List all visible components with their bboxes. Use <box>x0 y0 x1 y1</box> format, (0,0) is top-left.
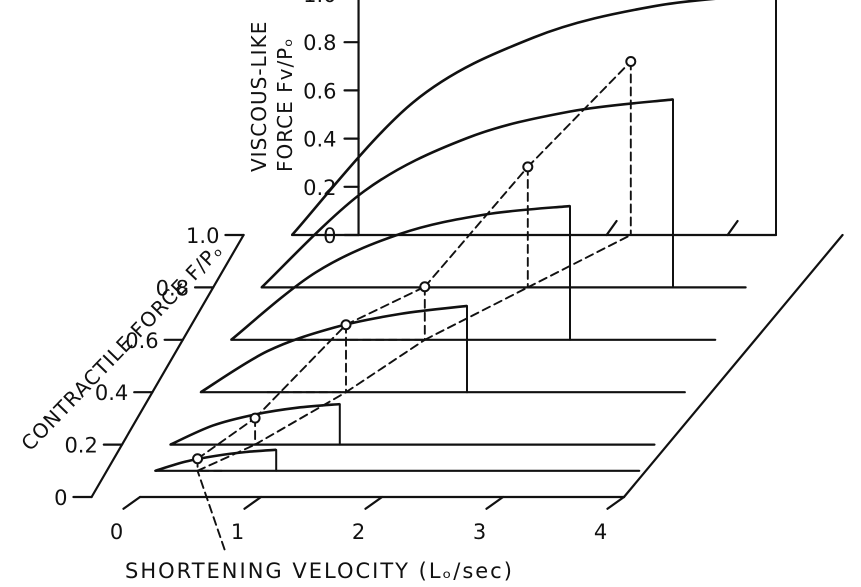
operating-point <box>192 453 204 465</box>
op-connector <box>196 417 257 460</box>
op-connector <box>345 285 426 326</box>
fv-curve <box>230 204 571 341</box>
z-axis-title-line1: VISCOUS-LIKE <box>247 21 271 172</box>
x-tick <box>485 495 505 510</box>
x-tick-label: 4 <box>594 520 607 544</box>
y-tick-label: 0.8 <box>156 276 189 300</box>
x-axis-title: SHORTENING VELOCITY (Lₒ/sec) <box>125 559 514 583</box>
op-base-extension <box>196 469 226 551</box>
x-tick <box>122 495 142 510</box>
y-axis-title: CONTRACTILE FORCE F/Pₒ <box>16 238 227 456</box>
viscous-force-axis: 0 0.2 0.4 0.6 0.8 1.0 <box>303 0 739 248</box>
x-tick-label: 2 <box>352 520 365 544</box>
force-velocity-curves <box>154 0 777 473</box>
shortening-velocity-axis: 0 1 2 3 4 <box>110 495 626 544</box>
x-tick <box>364 495 384 510</box>
z-tick-label: 1.0 <box>303 0 336 7</box>
x-tick <box>243 495 263 510</box>
base-plane <box>138 233 844 499</box>
fv-curve <box>200 304 468 394</box>
contractile-force-axis: 0 0.2 0.4 0.6 0.8 1.0 <box>54 224 245 510</box>
op-base-connector <box>345 338 426 394</box>
x-tick <box>606 495 626 510</box>
back-edge-tick <box>726 219 739 237</box>
back-edge-tick <box>605 219 618 237</box>
op-connector <box>526 60 632 168</box>
op-base-connector <box>254 391 347 446</box>
op-connector <box>423 165 529 288</box>
fv-curve <box>154 448 277 473</box>
operating-point-guides <box>196 60 632 551</box>
y-tick-label: 0.4 <box>95 381 128 405</box>
z-tick-label: 0.6 <box>303 79 336 103</box>
y-axis-line <box>90 233 245 499</box>
op-base-connector <box>526 234 632 289</box>
x-tick-label: 3 <box>473 520 486 544</box>
z-tick-label: 0.4 <box>303 128 336 152</box>
operating-points <box>192 55 637 465</box>
op-base-connector <box>196 443 257 472</box>
operating-point <box>340 319 352 331</box>
x-tick-label: 0 <box>110 520 123 544</box>
z-tick-label: 0 <box>323 224 336 248</box>
fv-curve <box>260 98 674 289</box>
op-base-connector <box>423 286 529 341</box>
y-tick-label: 0.2 <box>64 434 97 458</box>
y-tick-label: 0.6 <box>125 329 158 353</box>
z-tick-label: 0.8 <box>303 31 336 55</box>
operating-point <box>522 161 534 173</box>
y-tick-label: 0 <box>54 486 67 510</box>
plane-right-edge <box>622 233 844 499</box>
operating-point <box>419 281 431 293</box>
y-tick-label: 1.0 <box>186 224 219 248</box>
z-tick-label: 0.2 <box>303 176 336 200</box>
z-axis-title-line2: FORCE Fv/Pₒ <box>273 37 297 172</box>
x-tick-label: 1 <box>231 520 244 544</box>
fv-curve <box>291 0 716 236</box>
operating-point <box>625 55 637 67</box>
operating-point <box>249 412 261 424</box>
